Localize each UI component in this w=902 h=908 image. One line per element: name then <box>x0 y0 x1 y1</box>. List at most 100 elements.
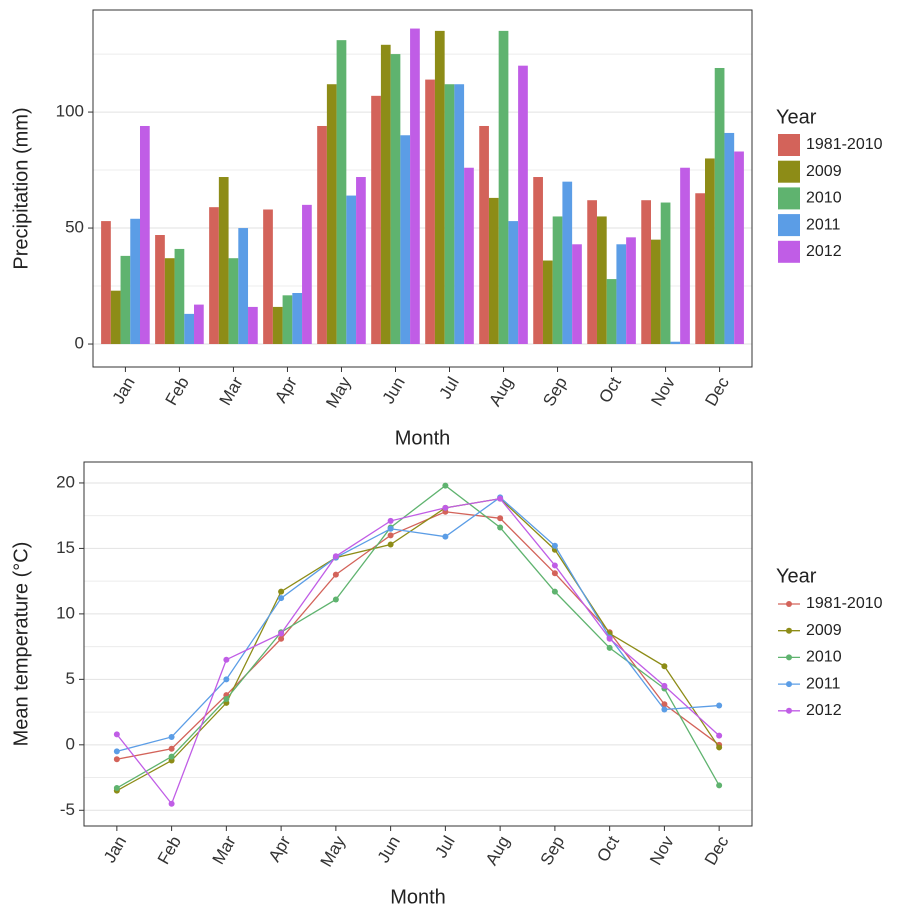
bar <box>680 167 690 345</box>
x-tick-label: Jan <box>100 833 130 866</box>
bar <box>724 132 735 345</box>
bar <box>533 177 543 345</box>
bar <box>272 306 283 345</box>
y-tick-label: 0 <box>75 334 84 353</box>
bar <box>508 221 519 345</box>
line <box>116 497 720 806</box>
bar <box>542 260 553 345</box>
bar <box>130 218 140 345</box>
legend-key-point <box>786 681 792 688</box>
y-tick-label: -5 <box>60 800 75 819</box>
legend-label: 2010 <box>806 649 842 666</box>
point <box>551 588 558 595</box>
bar <box>400 135 411 345</box>
point <box>661 663 668 670</box>
bar <box>444 84 455 345</box>
x-tick-label: Feb <box>154 833 185 868</box>
x-tick-label: Sep <box>537 833 569 869</box>
bar <box>479 125 489 345</box>
line <box>116 497 720 792</box>
plot-border <box>83 461 753 827</box>
x-tick-label: Nov <box>646 832 678 868</box>
x-tick-label: Jul <box>436 374 463 402</box>
bar <box>326 84 337 345</box>
point <box>442 533 449 540</box>
point <box>551 542 558 549</box>
bar <box>380 44 391 345</box>
bar <box>292 293 303 345</box>
bar <box>562 181 573 345</box>
bar <box>209 207 219 345</box>
bar <box>434 30 445 345</box>
point <box>223 676 230 683</box>
point <box>332 596 339 603</box>
bar <box>464 167 474 345</box>
bar <box>705 158 715 345</box>
x-axis-title: Month <box>395 427 451 449</box>
bar <box>371 95 381 345</box>
y-tick-label: 100 <box>56 102 84 121</box>
point <box>278 588 285 595</box>
x-tick-label: Aug <box>485 374 517 410</box>
bar <box>120 255 131 345</box>
bar <box>695 193 706 345</box>
x-tick-label: Dec <box>701 832 733 868</box>
x-tick-label: Mar <box>209 832 240 867</box>
point <box>497 524 504 531</box>
bar <box>641 200 651 345</box>
bar <box>616 244 627 345</box>
bar <box>282 295 293 345</box>
point <box>716 732 723 739</box>
bar <box>734 151 744 345</box>
line <box>116 511 720 760</box>
bar <box>346 195 357 345</box>
x-tick-label: Dec <box>701 373 733 409</box>
legend-key-point <box>786 601 792 607</box>
point <box>661 682 668 689</box>
bar <box>410 28 420 345</box>
bar <box>218 177 229 345</box>
x-tick-label: Jun <box>379 374 409 407</box>
point <box>716 744 723 751</box>
bar <box>660 202 671 345</box>
legend-label: 2012 <box>806 702 842 719</box>
legend-label: 1981-2010 <box>806 136 883 153</box>
legend-key <box>778 134 800 156</box>
bar <box>626 237 636 345</box>
x-tick-label: Mar <box>216 373 247 408</box>
bar <box>454 84 465 345</box>
y-tick-label: 20 <box>56 472 75 491</box>
bar <box>263 209 273 345</box>
point <box>168 800 175 807</box>
legend-label: 2011 <box>806 216 841 233</box>
legend-key <box>778 160 800 183</box>
point <box>716 782 723 789</box>
point <box>606 635 613 642</box>
point <box>278 595 285 602</box>
legend-key-point <box>786 707 792 714</box>
bar <box>228 258 239 345</box>
y-tick-label: 50 <box>65 218 84 237</box>
point <box>223 656 230 663</box>
x-tick-label: Jan <box>109 374 139 407</box>
x-tick-label: Oct <box>595 374 625 407</box>
point <box>168 733 175 740</box>
x-axis-title: Month <box>390 886 446 908</box>
bar <box>390 54 401 345</box>
point <box>497 515 504 522</box>
point <box>716 702 723 709</box>
x-tick-label: Feb <box>162 374 193 409</box>
point <box>497 495 504 502</box>
bar <box>587 200 597 345</box>
point <box>168 753 175 760</box>
x-tick-label: Nov <box>647 373 679 409</box>
bar <box>650 239 661 345</box>
point <box>442 482 449 489</box>
bar <box>101 221 111 345</box>
point <box>387 532 394 539</box>
x-tick-label: Oct <box>593 833 623 866</box>
bar <box>714 67 725 345</box>
y-axis-title: Precipitation (mm) <box>10 107 32 269</box>
